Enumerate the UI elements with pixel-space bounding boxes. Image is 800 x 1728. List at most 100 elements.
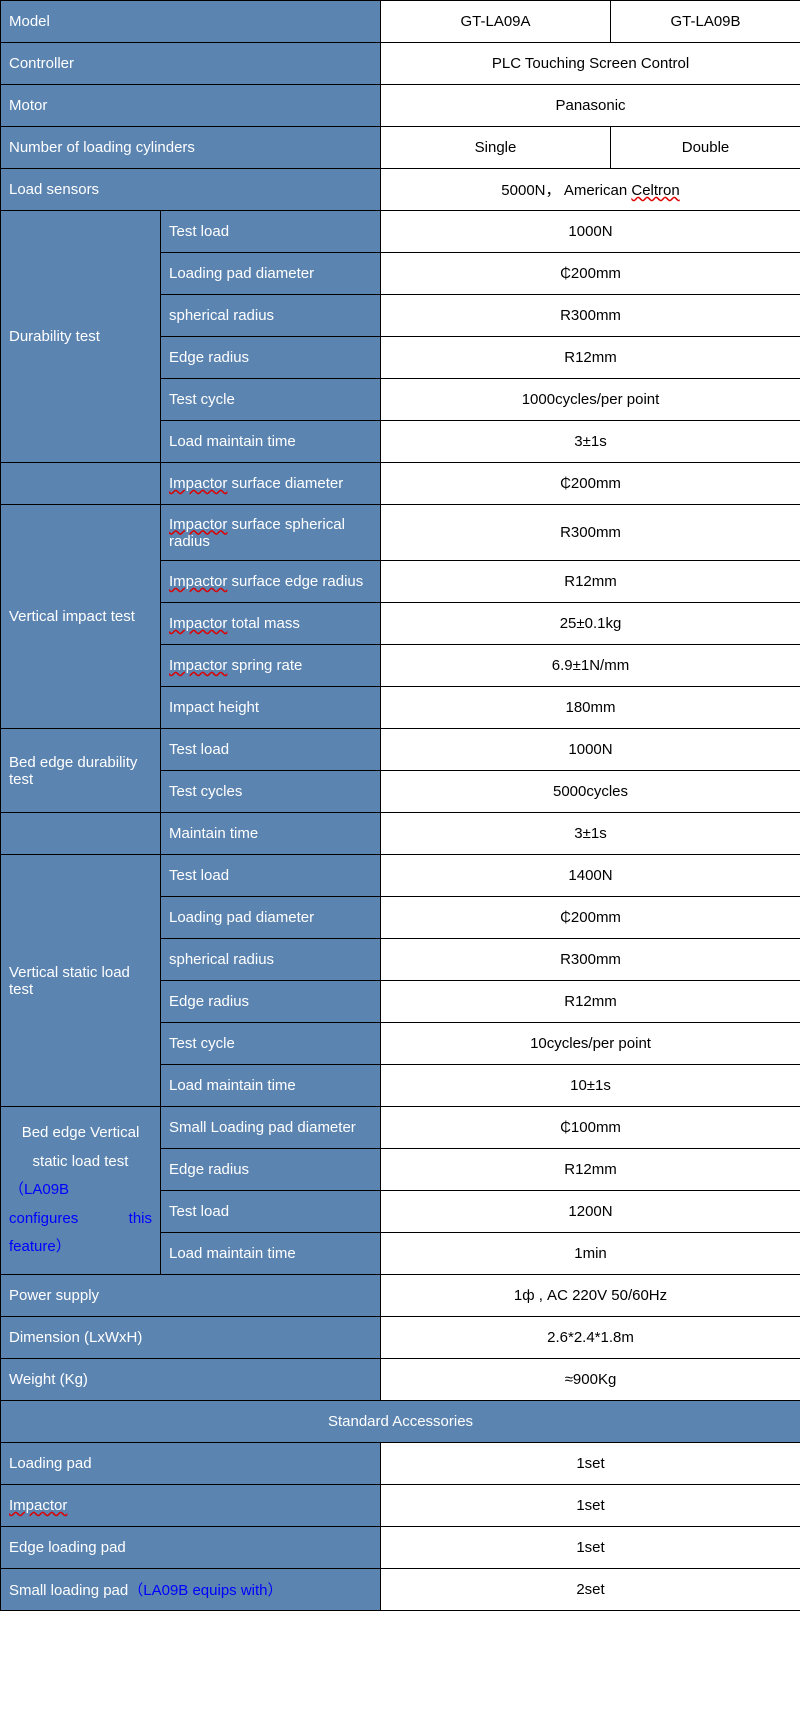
dur-cycle-val: 1000cycles/per point <box>381 379 800 421</box>
dur-impdia-und: Impactor <box>169 475 227 492</box>
dur-impdia-rest: surface diameter <box>227 475 343 492</box>
bed-static-load-lbl: Test load <box>161 1191 381 1233</box>
dur-edge-lbl: Edge radius <box>161 337 381 379</box>
acc-smallpad-note: （LA09B equips with） <box>128 1582 282 1599</box>
controller-label: Controller <box>1 43 381 85</box>
bed-static-edge-val: R12mm <box>381 1149 800 1191</box>
dur-paddia-val: ₵200mm <box>381 253 800 295</box>
dur-maintain-lbl: Load maintain time <box>161 421 381 463</box>
bed-static-note2a: configures <box>9 1205 78 1234</box>
vstatic-paddia-lbl: Loading pad diameter <box>161 897 381 939</box>
vimpact-mass-und: Impactor <box>169 615 227 632</box>
vstatic-maintain-lbl: Load maintain time <box>161 1065 381 1107</box>
dur-testload-lbl: Test load <box>161 211 381 253</box>
bed-dur-blank <box>1 813 161 855</box>
model-val-b: GT-LA09B <box>611 1 800 43</box>
acc-smallpad-pre: Small loading pad <box>9 1582 128 1599</box>
bed-static-label: Bed edge Vertical static load test （LA09… <box>1 1107 161 1275</box>
vimpact-edge-rest: surface edge radius <box>227 573 363 590</box>
model-label: Model <box>1 1 381 43</box>
bed-dur-label: Bed edge durability test <box>1 729 161 813</box>
motor-val: Panasonic <box>381 85 800 127</box>
vstatic-edge-lbl: Edge radius <box>161 981 381 1023</box>
bed-static-smallpad-lbl: Small Loading pad diameter <box>161 1107 381 1149</box>
vstatic-edge-val: R12mm <box>381 981 800 1023</box>
cyl-val-b: Double <box>611 127 800 169</box>
bed-static-maintain-lbl: Load maintain time <box>161 1233 381 1275</box>
vimpact-sph-und: Impactor <box>169 516 227 533</box>
bed-static-l1: Bed edge Vertical <box>22 1124 140 1141</box>
bed-static-note3: feature） <box>9 1238 71 1255</box>
vimpact-sph-val: R300mm <box>381 505 800 561</box>
power-val: 1ф , AC 220V 50/60Hz <box>381 1275 800 1317</box>
vimpact-spring-rest: spring rate <box>227 657 302 674</box>
dur-edge-val: R12mm <box>381 337 800 379</box>
vimpact-mass-rest: total mass <box>227 615 300 632</box>
bed-dur-load-val: 1000N <box>381 729 800 771</box>
vstatic-cycle-lbl: Test cycle <box>161 1023 381 1065</box>
dur-testload-val: 1000N <box>381 211 800 253</box>
acc-loadingpad-lbl: Loading pad <box>1 1443 381 1485</box>
vstatic-cycle-val: 10cycles/per point <box>381 1023 800 1065</box>
vimpact-mass-val: 25±0.1kg <box>381 603 800 645</box>
vimpact-edge-lbl: Impactor surface edge radius <box>161 561 381 603</box>
acc-impactor-lbl: Impactor <box>1 1485 381 1527</box>
acc-smallpad-val: 2set <box>381 1569 800 1611</box>
dur-cycle-lbl: Test cycle <box>161 379 381 421</box>
vstatic-paddia-val: ₵200mm <box>381 897 800 939</box>
motor-label: Motor <box>1 85 381 127</box>
acc-loadingpad-val: 1set <box>381 1443 800 1485</box>
bed-static-smallpad-val: ₵100mm <box>381 1107 800 1149</box>
spec-table: Model GT-LA09A GT-LA09B Controller PLC T… <box>0 0 800 1611</box>
bed-static-l2: static load test <box>33 1153 129 1170</box>
vimpact-edge-val: R12mm <box>381 561 800 603</box>
sensors-val-pre: 5000N， American <box>501 182 631 199</box>
vimpact-height-lbl: Impact height <box>161 687 381 729</box>
dur-impdia-lbl: Impactor surface diameter <box>161 463 381 505</box>
bed-static-note2b: this <box>129 1205 152 1234</box>
vimpact-spring-lbl: Impactor spring rate <box>161 645 381 687</box>
vimpact-edge-und: Impactor <box>169 573 227 590</box>
acc-smallpad-lbl: Small loading pad（LA09B equips with） <box>1 1569 381 1611</box>
model-val-a: GT-LA09A <box>381 1 611 43</box>
dur-paddia-lbl: Loading pad diameter <box>161 253 381 295</box>
dur-sph-val: R300mm <box>381 295 800 337</box>
durability-label: Durability test <box>1 211 161 463</box>
vstatic-sph-val: R300mm <box>381 939 800 981</box>
vimpact-label: Vertical impact test <box>1 505 161 729</box>
dim-label: Dimension (LxWxH) <box>1 1317 381 1359</box>
sensors-label: Load sensors <box>1 169 381 211</box>
sensors-val-und: Celtron <box>631 182 679 199</box>
dur-blank <box>1 463 161 505</box>
bed-dur-maintain-lbl: Maintain time <box>161 813 381 855</box>
power-label: Power supply <box>1 1275 381 1317</box>
cyl-val-a: Single <box>381 127 611 169</box>
acc-edgepad-lbl: Edge loading pad <box>1 1527 381 1569</box>
accessories-header: Standard Accessories <box>1 1401 800 1443</box>
sensors-val: 5000N， American Celtron <box>381 169 800 211</box>
vimpact-sph-lbl: Impactor surface spherical radius <box>161 505 381 561</box>
bed-dur-load-lbl: Test load <box>161 729 381 771</box>
acc-impactor-und: Impactor <box>9 1497 67 1514</box>
vimpact-height-val: 180mm <box>381 687 800 729</box>
dur-impdia-val: ₵200mm <box>381 463 800 505</box>
cyl-label: Number of loading cylinders <box>1 127 381 169</box>
bed-dur-maintain-val: 3±1s <box>381 813 800 855</box>
bed-static-maintain-val: 1min <box>381 1233 800 1275</box>
bed-dur-cyc-lbl: Test cycles <box>161 771 381 813</box>
bed-static-load-val: 1200N <box>381 1191 800 1233</box>
dim-val: 2.6*2.4*1.8m <box>381 1317 800 1359</box>
bed-static-note1: （LA09B <box>9 1181 69 1198</box>
vstatic-load-val: 1400N <box>381 855 800 897</box>
acc-edgepad-val: 1set <box>381 1527 800 1569</box>
bed-dur-cyc-val: 5000cycles <box>381 771 800 813</box>
vimpact-spring-und: Impactor <box>169 657 227 674</box>
vstatic-load-lbl: Test load <box>161 855 381 897</box>
vstatic-sph-lbl: spherical radius <box>161 939 381 981</box>
controller-val: PLC Touching Screen Control <box>381 43 800 85</box>
weight-val: ≈900Kg <box>381 1359 800 1401</box>
vstatic-maintain-val: 10±1s <box>381 1065 800 1107</box>
acc-impactor-val: 1set <box>381 1485 800 1527</box>
weight-label: Weight (Kg) <box>1 1359 381 1401</box>
dur-sph-lbl: spherical radius <box>161 295 381 337</box>
